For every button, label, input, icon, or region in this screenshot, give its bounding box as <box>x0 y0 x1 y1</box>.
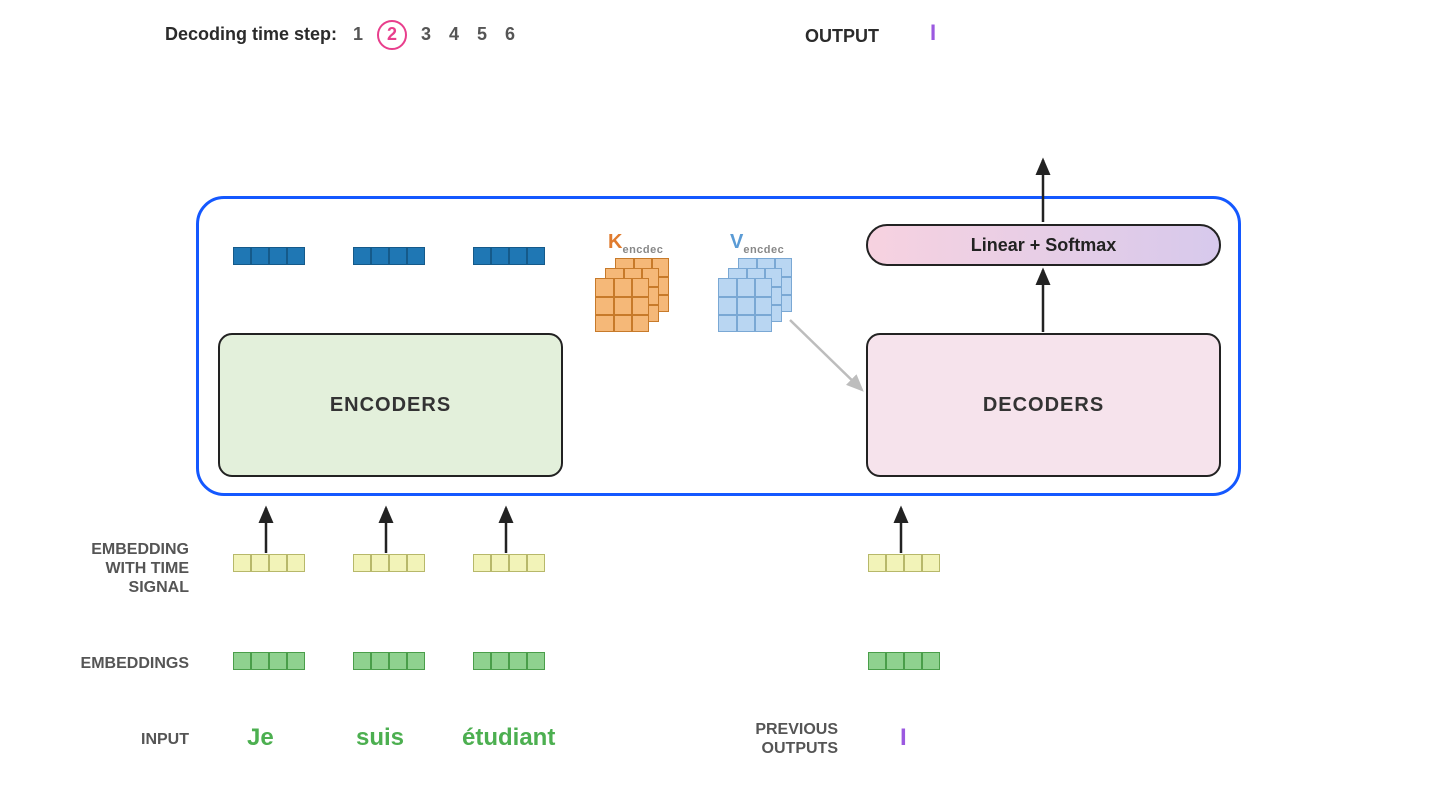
input-label: INPUT <box>44 730 189 749</box>
embedding-vector <box>233 652 305 670</box>
v-encdec-label: Vencdec <box>730 231 784 256</box>
k-encdec-label: Kencdec <box>608 231 663 256</box>
decoders-label: DECODERS <box>983 394 1104 417</box>
embedding-vector <box>473 652 545 670</box>
embedding-time-vector <box>233 554 305 572</box>
output-word: I <box>930 20 936 46</box>
diagram-canvas: Decoding time step: 123456 OUTPUT I ENCO… <box>0 0 1438 790</box>
encoders-label: ENCODERS <box>330 394 451 417</box>
v-matrix-stack <box>718 258 792 332</box>
step-number: 4 <box>447 24 461 45</box>
input-word: Je <box>247 724 274 752</box>
embedding-time-vector <box>353 554 425 572</box>
encoder-output-vector <box>353 247 425 265</box>
embedding-vector <box>353 652 425 670</box>
embedding-vector <box>868 652 940 670</box>
step-number: 2 <box>385 24 399 45</box>
input-word: étudiant <box>462 724 555 752</box>
decoding-step-title: Decoding time step: <box>165 24 337 45</box>
input-word: suis <box>356 724 404 752</box>
decoders-block: DECODERS <box>866 333 1221 477</box>
k-matrix-stack <box>595 258 669 332</box>
embedding-time-label: EMBEDDINGWITH TIMESIGNAL <box>44 540 189 598</box>
active-step-circle: 2 <box>377 20 407 50</box>
previous-output-word: I <box>900 724 907 752</box>
encoders-block: ENCODERS <box>218 333 563 477</box>
step-number: 5 <box>475 24 489 45</box>
decoding-step-row: Decoding time step: 123456 <box>165 24 517 45</box>
step-number: 1 <box>351 24 365 45</box>
linear-softmax-block: Linear + Softmax <box>866 224 1221 266</box>
embeddings-label: EMBEDDINGS <box>44 654 189 673</box>
encoder-output-vector <box>473 247 545 265</box>
embedding-time-vector <box>473 554 545 572</box>
previous-outputs-label: PREVIOUSOUTPUTS <box>718 720 838 758</box>
linear-softmax-label: Linear + Softmax <box>971 235 1117 256</box>
embedding-time-vector <box>868 554 940 572</box>
step-number: 3 <box>419 24 433 45</box>
encoder-output-vector <box>233 247 305 265</box>
output-label: OUTPUT <box>805 26 879 47</box>
step-number: 6 <box>503 24 517 45</box>
